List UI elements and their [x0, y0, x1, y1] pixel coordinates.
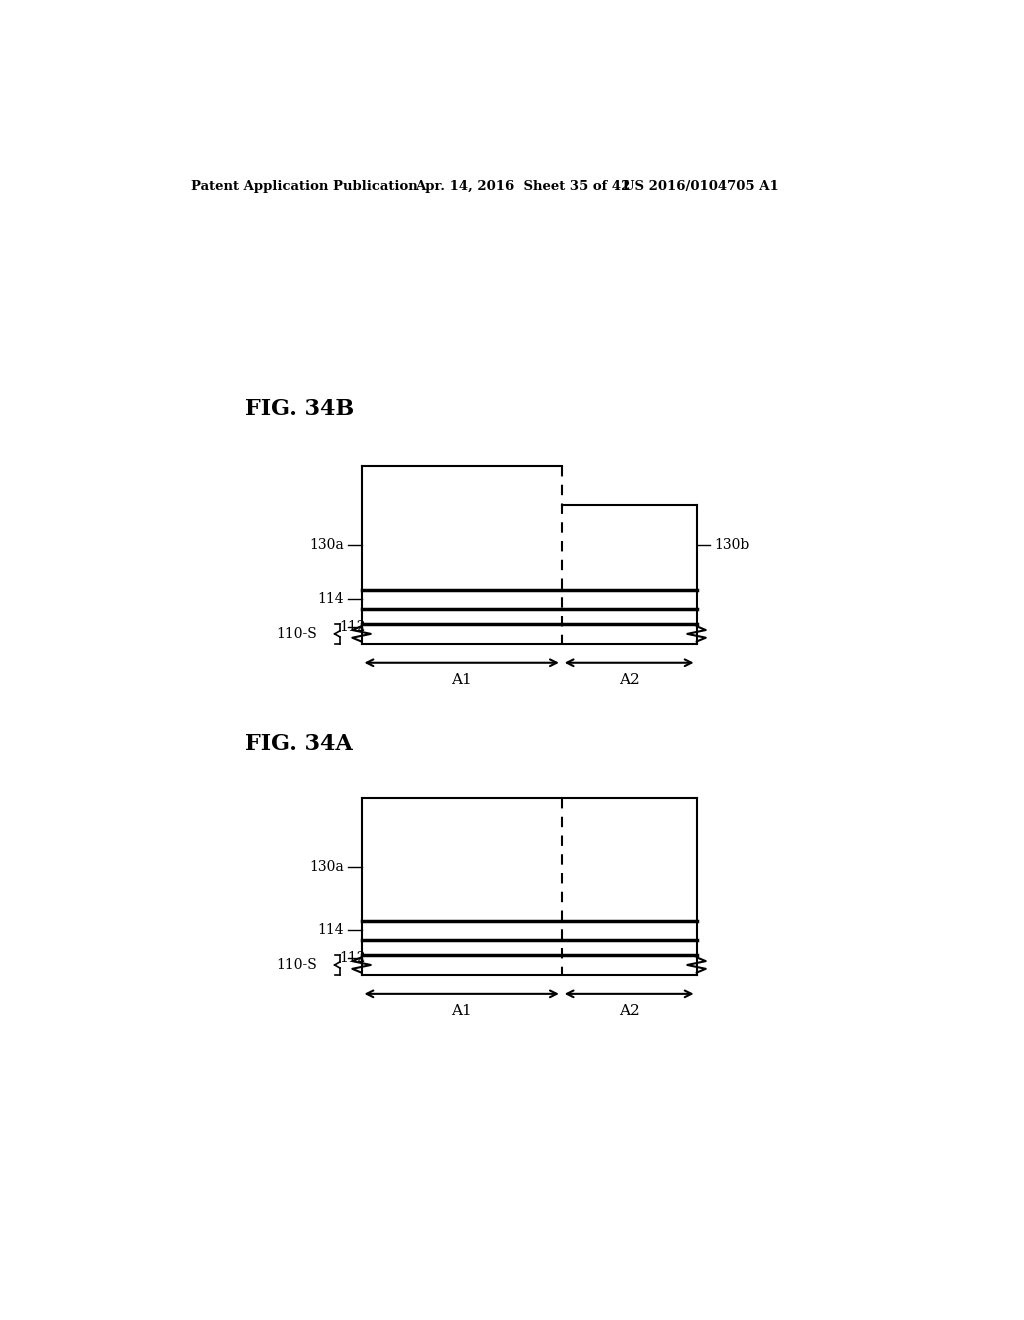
Text: A2: A2	[618, 673, 640, 686]
Text: 130b: 130b	[714, 539, 750, 552]
Text: 112: 112	[339, 619, 366, 634]
Text: FIG. 34A: FIG. 34A	[245, 733, 352, 755]
Text: 114: 114	[317, 593, 344, 606]
Text: FIG. 34B: FIG. 34B	[245, 397, 353, 420]
Text: A1: A1	[452, 673, 472, 686]
Text: 112: 112	[339, 950, 366, 965]
Text: A2: A2	[618, 1003, 640, 1018]
Text: 114: 114	[317, 923, 344, 937]
Text: 110-S: 110-S	[276, 958, 316, 972]
Text: 110-S: 110-S	[276, 627, 316, 642]
Text: A1: A1	[452, 1003, 472, 1018]
Text: Patent Application Publication: Patent Application Publication	[190, 181, 418, 194]
Text: 130a: 130a	[309, 539, 344, 552]
Text: 130a: 130a	[309, 859, 344, 874]
Text: Apr. 14, 2016  Sheet 35 of 42: Apr. 14, 2016 Sheet 35 of 42	[416, 181, 631, 194]
Text: US 2016/0104705 A1: US 2016/0104705 A1	[624, 181, 779, 194]
